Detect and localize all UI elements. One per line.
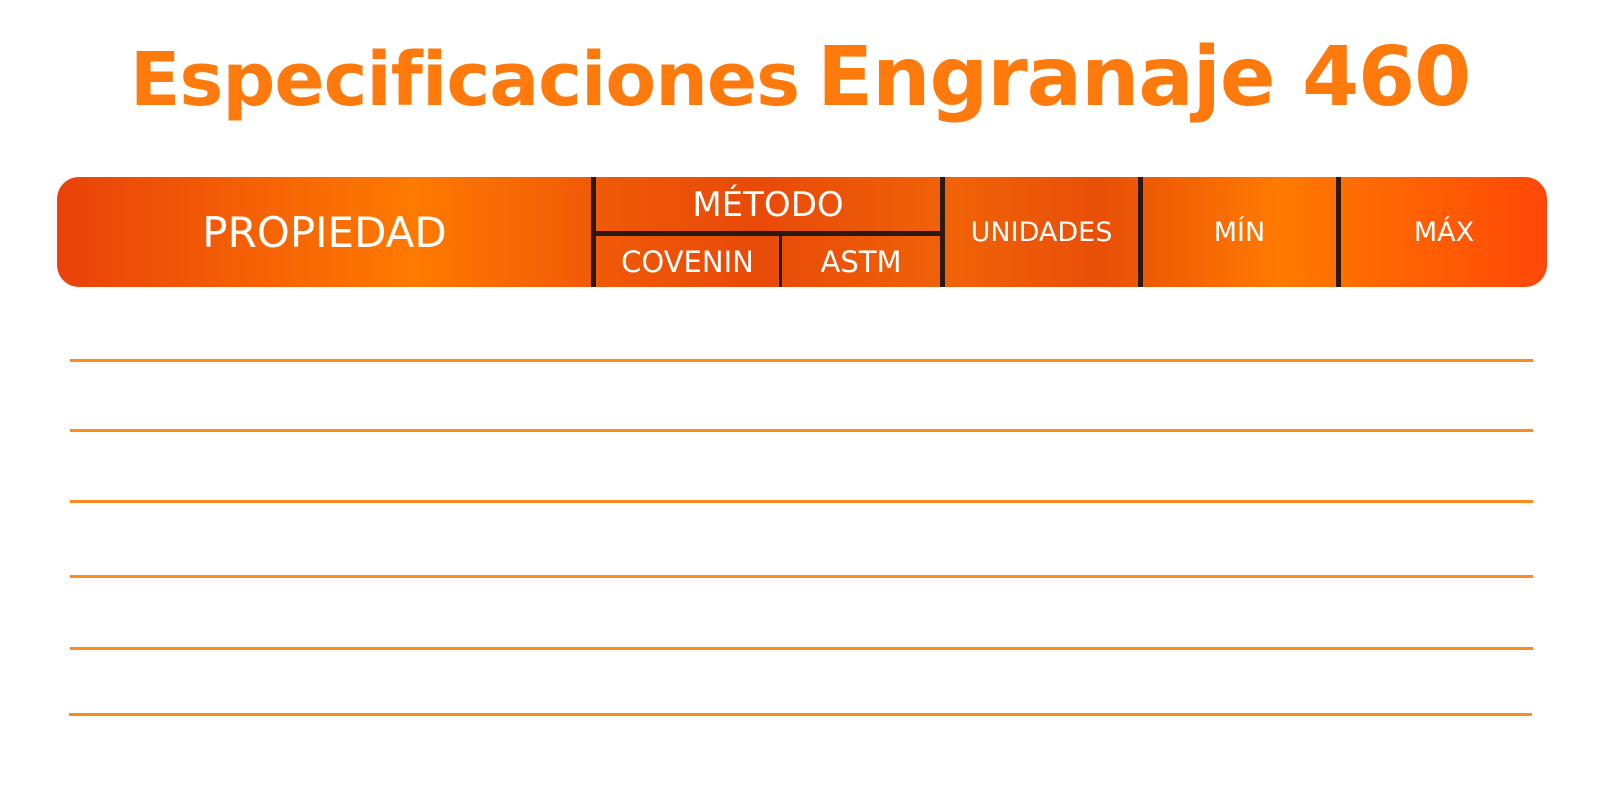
header-propiedad: PROPIEDAD	[202, 207, 447, 257]
header-divider	[1336, 177, 1341, 287]
header-divider	[940, 177, 945, 287]
header-subdivider	[779, 236, 782, 287]
title-product-name: Engranaje 460	[817, 30, 1471, 125]
header-method-divider	[596, 231, 940, 236]
header-astm: ASTM	[820, 244, 902, 279]
title-especificaciones: Especificaciones	[129, 37, 800, 123]
header-min: MÍN	[1213, 216, 1266, 248]
header-metodo: MÉTODO	[692, 184, 844, 225]
header-covenin: COVENIN	[621, 244, 754, 279]
table-header: PROPIEDAD MÉTODO COVENIN ASTM UNIDADES M…	[57, 177, 1547, 287]
page-title: Especificaciones Engranaje 460	[0, 30, 1600, 125]
table-row	[70, 359, 1533, 362]
header-unidades: UNIDADES	[970, 216, 1113, 248]
table-row	[70, 575, 1533, 578]
table-row	[70, 429, 1533, 432]
header-divider	[1138, 177, 1143, 287]
table-row	[69, 713, 1532, 716]
table-row	[70, 647, 1533, 650]
table-row	[70, 500, 1533, 503]
header-divider	[591, 177, 596, 287]
header-max: MÁX	[1413, 216, 1475, 248]
